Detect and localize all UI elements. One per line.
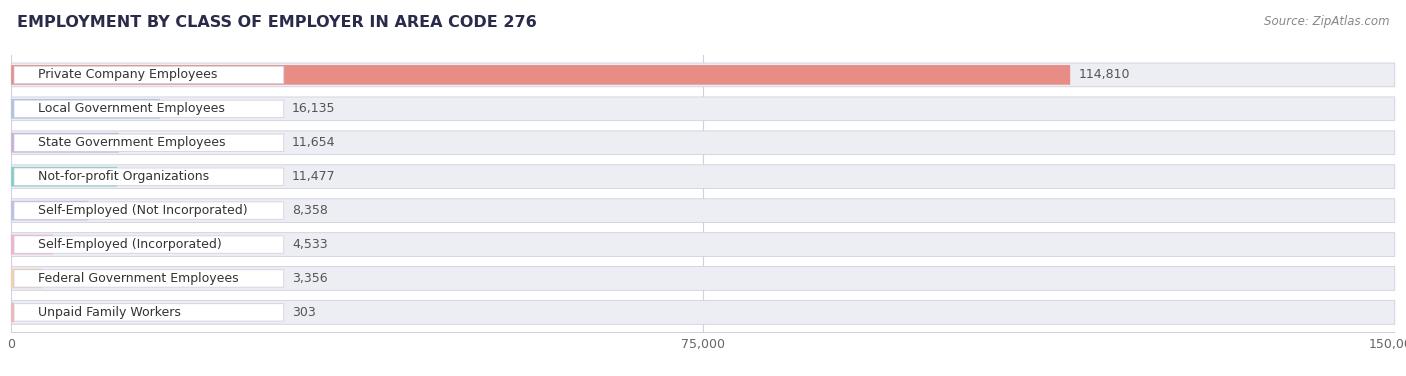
Text: 11,654: 11,654 <box>292 136 336 149</box>
Text: Self-Employed (Incorporated): Self-Employed (Incorporated) <box>38 238 222 251</box>
Text: Unpaid Family Workers: Unpaid Family Workers <box>38 306 181 319</box>
FancyBboxPatch shape <box>14 270 284 287</box>
FancyBboxPatch shape <box>11 233 1395 256</box>
Text: Not-for-profit Organizations: Not-for-profit Organizations <box>38 170 209 183</box>
FancyBboxPatch shape <box>11 167 117 186</box>
FancyBboxPatch shape <box>14 100 284 117</box>
Text: Local Government Employees: Local Government Employees <box>38 102 225 115</box>
Text: State Government Employees: State Government Employees <box>38 136 226 149</box>
FancyBboxPatch shape <box>14 134 284 152</box>
FancyBboxPatch shape <box>11 65 1070 85</box>
Text: 8,358: 8,358 <box>292 204 328 217</box>
FancyBboxPatch shape <box>14 168 284 185</box>
FancyBboxPatch shape <box>11 63 1395 87</box>
FancyBboxPatch shape <box>11 97 1395 121</box>
FancyBboxPatch shape <box>11 303 14 322</box>
FancyBboxPatch shape <box>14 66 284 83</box>
Text: Private Company Employees: Private Company Employees <box>38 68 218 81</box>
Text: Source: ZipAtlas.com: Source: ZipAtlas.com <box>1264 15 1389 28</box>
Text: EMPLOYMENT BY CLASS OF EMPLOYER IN AREA CODE 276: EMPLOYMENT BY CLASS OF EMPLOYER IN AREA … <box>17 15 537 30</box>
FancyBboxPatch shape <box>11 165 1395 188</box>
FancyBboxPatch shape <box>11 267 1395 290</box>
Text: 3,356: 3,356 <box>292 272 328 285</box>
Text: 11,477: 11,477 <box>292 170 336 183</box>
Text: 114,810: 114,810 <box>1078 68 1130 81</box>
FancyBboxPatch shape <box>14 304 284 321</box>
Text: 16,135: 16,135 <box>292 102 336 115</box>
FancyBboxPatch shape <box>11 201 89 220</box>
FancyBboxPatch shape <box>11 199 1395 223</box>
Text: 303: 303 <box>292 306 316 319</box>
FancyBboxPatch shape <box>14 236 284 253</box>
FancyBboxPatch shape <box>11 131 1395 155</box>
FancyBboxPatch shape <box>14 202 284 219</box>
Text: Self-Employed (Not Incorporated): Self-Employed (Not Incorporated) <box>38 204 247 217</box>
FancyBboxPatch shape <box>11 268 42 288</box>
FancyBboxPatch shape <box>11 133 118 153</box>
FancyBboxPatch shape <box>11 235 53 255</box>
Text: Federal Government Employees: Federal Government Employees <box>38 272 239 285</box>
FancyBboxPatch shape <box>11 300 1395 324</box>
FancyBboxPatch shape <box>11 99 160 119</box>
Text: 4,533: 4,533 <box>292 238 328 251</box>
